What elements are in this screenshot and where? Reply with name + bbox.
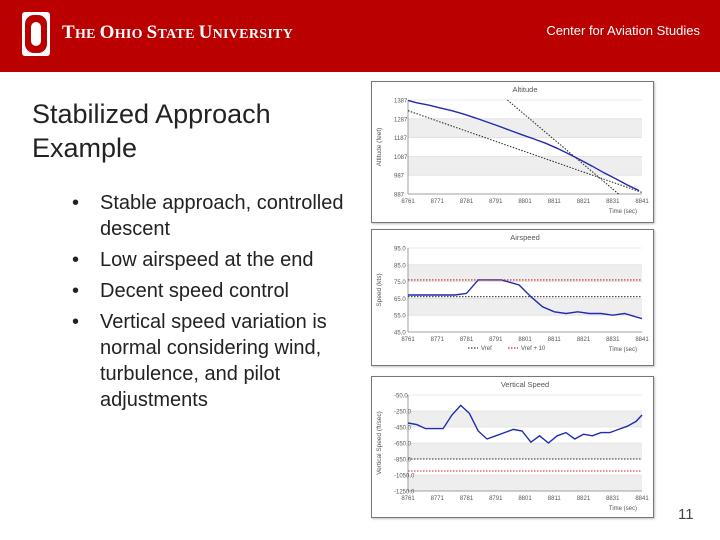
- y-tick-label: 75.0: [394, 280, 406, 286]
- x-tick-label: 8811: [548, 199, 562, 205]
- x-tick-label: 8801: [518, 199, 532, 205]
- chart-title: Vertical Speed: [501, 380, 549, 389]
- y-tick-label: -1250.0: [394, 490, 415, 496]
- x-axis-label: Time (sec): [609, 209, 637, 215]
- x-tick-label: 8771: [431, 199, 445, 205]
- y-tick-label: 85.0: [394, 263, 406, 269]
- y-tick-label: 1387: [394, 99, 408, 105]
- bullet-list: • Stable approach, controlled descent • Lo…: [72, 190, 372, 418]
- grid-band: [408, 156, 642, 176]
- y-tick-label: -250.0: [394, 410, 412, 416]
- x-tick-label: 8761: [401, 337, 415, 343]
- x-axis-label: Time (sec): [609, 506, 637, 512]
- x-tick-label: 8761: [401, 496, 415, 502]
- university-logo-icon: [22, 12, 50, 56]
- vertical-speed-chart: -50.0 -250.0 -450.0 -650.0 -850.0 -1050.0 -125…: [371, 376, 654, 518]
- x-tick-label: 8831: [606, 199, 620, 205]
- y-tick-label: 1087: [394, 155, 408, 161]
- x-tick-label: 8841: [635, 199, 649, 205]
- grid-band: [408, 411, 642, 427]
- legend-label: Vref + 10: [521, 346, 546, 352]
- x-tick-label: 8791: [489, 337, 503, 343]
- reference-line: [507, 99, 619, 195]
- x-tick-label: 8801: [518, 337, 532, 343]
- x-tick-label: 8791: [489, 199, 503, 205]
- y-tick-label: 45.0: [394, 331, 406, 337]
- y-tick-label: -450.0: [394, 426, 412, 432]
- x-tick-label: 8831: [606, 337, 620, 343]
- x-tick-label: 8771: [431, 496, 445, 502]
- x-tick-label: 8821: [577, 337, 591, 343]
- x-tick-label: 8781: [460, 337, 474, 343]
- x-tick-label: 8841: [635, 496, 649, 502]
- x-axis-label: Time (sec): [609, 347, 637, 353]
- y-tick-label: 55.0: [394, 314, 406, 320]
- bullet-icon: •: [72, 311, 80, 333]
- x-tick-label: 8811: [548, 496, 562, 502]
- series-line: [407, 404, 643, 444]
- y-axis-label: Altitude (feet): [376, 128, 383, 167]
- y-tick-label: 1187: [394, 136, 408, 142]
- series-line: [408, 279, 643, 320]
- chart-title: Airspeed: [510, 233, 540, 242]
- y-tick-label: 987: [394, 174, 405, 180]
- y-tick-label: 95.0: [394, 247, 406, 253]
- bullet-icon: •: [72, 280, 80, 302]
- y-tick-label: 1287: [394, 117, 408, 123]
- bullet-item: • Vertical speed variation is normal cons…: [72, 311, 327, 411]
- grid-band: [408, 443, 642, 459]
- bullet-item: • Stable approach, controlled descent: [72, 192, 344, 240]
- legend-label: Vref: [481, 346, 492, 352]
- x-tick-label: 8831: [606, 496, 620, 502]
- university-name: THE OHIO STATE UNIVERSITY: [62, 22, 294, 43]
- center-name: Center for Aviation Studies: [546, 23, 700, 38]
- reference-line: [407, 110, 643, 194]
- grid-band: [408, 264, 642, 282]
- y-tick-label: -650.0: [394, 442, 412, 448]
- x-tick-label: 8811: [548, 337, 562, 343]
- x-tick-label: 8801: [518, 496, 532, 502]
- y-tick-label: 65.0: [394, 297, 406, 303]
- header-bar: THE OHIO STATE UNIVERSITY Center for Avi…: [0, 0, 720, 72]
- x-tick-label: 8791: [489, 496, 503, 502]
- y-tick-label: 887: [394, 193, 405, 199]
- x-tick-label: 8841: [635, 337, 649, 343]
- altitude-chart: 1387 1287 1187 1087 987 887 8761 8771 8781 8791 88…: [371, 81, 654, 223]
- chart-title: Altitude: [512, 85, 537, 94]
- x-tick-label: 8821: [577, 496, 591, 502]
- bullet-icon: •: [72, 192, 80, 214]
- x-tick-label: 8761: [401, 199, 415, 205]
- bullet-item: • Decent speed control: [72, 280, 290, 302]
- y-axis-label: Vertical Speed (ft/sec): [376, 411, 383, 475]
- bullet-icon: •: [72, 249, 80, 271]
- x-tick-label: 8821: [577, 199, 591, 205]
- y-axis-label: Speed (kts): [376, 273, 383, 306]
- y-tick-label: -850.0: [394, 458, 412, 464]
- x-tick-label: 8781: [460, 199, 474, 205]
- x-tick-label: 8771: [431, 337, 445, 343]
- airspeed-chart: 95.0 85.0 75.0 65.0 55.0 45.0 8761 8771 8781 8791…: [371, 229, 654, 366]
- grid-band: [408, 118, 642, 138]
- page-number: 11: [678, 506, 694, 523]
- bullet-item: • Low airspeed at the end: [72, 249, 314, 271]
- series-line: [407, 99, 640, 192]
- y-tick-label: -50.0: [394, 394, 408, 400]
- x-tick-label: 8781: [460, 496, 474, 502]
- slide-title: Stabilized Approach Example: [32, 99, 271, 163]
- y-tick-label: -1050.0: [394, 474, 415, 480]
- grid-band: [408, 475, 642, 491]
- grid-band: [408, 298, 642, 316]
